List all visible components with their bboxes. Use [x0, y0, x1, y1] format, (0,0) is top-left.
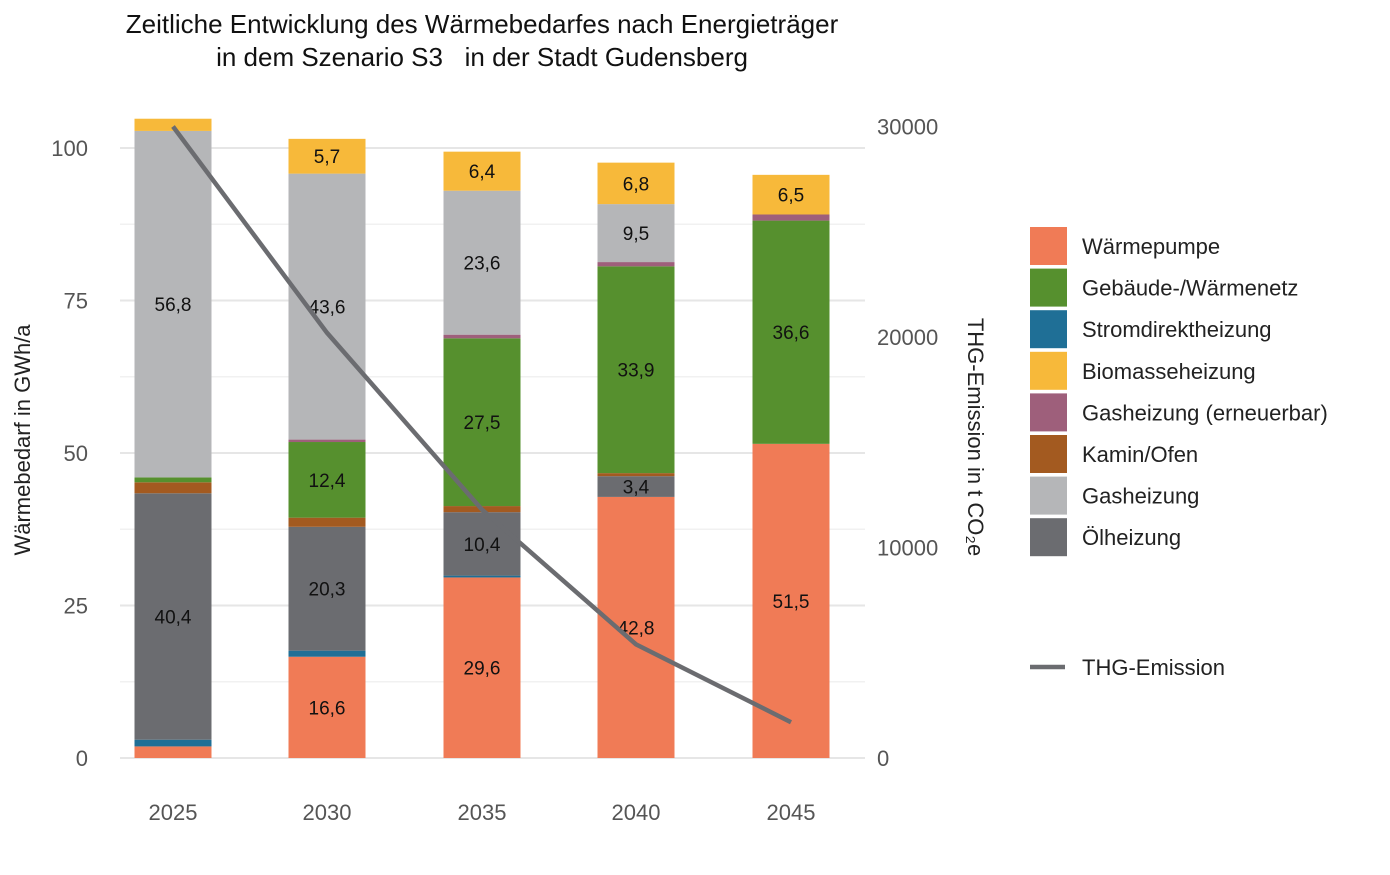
y-tick-label: 50 [64, 441, 88, 466]
bar-segment [752, 174, 830, 215]
legend-swatch [1030, 268, 1067, 307]
legend-swatch [1030, 518, 1067, 557]
y2-axis-label: THG-Emission in t CO₂e [963, 318, 988, 556]
chart-title-line-1: Zeitliche Entwicklung des Wärmebedarfes … [126, 9, 839, 39]
bar-value-label: 27,5 [464, 413, 501, 434]
bar-segment [134, 493, 212, 740]
bar-value-label: 9,5 [623, 224, 649, 245]
bar-value-label: 6,8 [623, 174, 649, 195]
bar-segment [443, 334, 521, 339]
bar-value-label: 36,6 [773, 323, 810, 344]
bar-segment [597, 266, 675, 474]
bar-value-label: 3,4 [623, 478, 650, 499]
bar-segment [597, 476, 675, 497]
legend-label: Gasheizung [1082, 484, 1199, 509]
bar-segment [443, 512, 521, 576]
chart-title-line-2: in dem Szenario S3 in der Stadt Gudensbe… [216, 42, 748, 72]
bar-segment [443, 190, 521, 335]
axes: 0 25 50 75 100 0 10000 20000 30000 2025 2030 2035 20… [51, 115, 938, 826]
bar-segment [752, 220, 830, 444]
emission-line [171, 125, 793, 725]
legend-swatch [1030, 435, 1067, 473]
bar-segment [597, 496, 675, 758]
y-tick-label: 0 [76, 746, 88, 771]
bar-segment [134, 477, 212, 483]
bar-segment [288, 517, 366, 527]
bar-segment [288, 526, 366, 651]
bar-value-label: 33,9 [618, 361, 655, 382]
bar-segment [288, 138, 366, 174]
legend-label: Biomasseheizung [1082, 359, 1256, 384]
bar-segment [597, 262, 675, 267]
bar-value-label: 40,4 [155, 607, 192, 628]
legend-swatch [1030, 310, 1067, 349]
y-tick-label: 25 [64, 594, 88, 619]
legend-swatch [1030, 476, 1067, 515]
bar-segment [134, 118, 212, 131]
bar-value-label: 42,8 [618, 618, 655, 639]
legend-label: THG-Emission [1082, 655, 1225, 680]
bar-segment [134, 746, 212, 758]
legend-label: Ölheizung [1082, 525, 1181, 550]
bar-value-label: 6,5 [778, 186, 804, 207]
bar-segment [752, 443, 830, 758]
bar-value-label: 10,4 [464, 535, 501, 556]
bar-segment [288, 439, 366, 443]
bar-segment [134, 482, 212, 494]
bar-segment [288, 650, 366, 657]
x-tick-label: 2045 [767, 800, 816, 825]
bar-segment [597, 162, 675, 205]
legend-swatch [1030, 351, 1067, 390]
bar-segment [597, 473, 675, 477]
bar-segment [134, 739, 212, 747]
bar-segment [134, 130, 212, 478]
legend-label: Wärmepumpe [1082, 234, 1220, 259]
bar-segment [597, 204, 675, 263]
bar-value-label: 12,4 [309, 471, 346, 492]
thg-emission-line [171, 125, 793, 725]
y2-tick-label: 10000 [877, 536, 938, 561]
bar-value-label: 16,6 [309, 698, 346, 719]
bar-segment [443, 151, 521, 191]
legend-label: Gebäude-/Wärmenetz [1082, 276, 1298, 301]
y2-tick-label: 20000 [877, 325, 938, 350]
legend-swatch [1030, 393, 1067, 432]
bar-segment [443, 575, 521, 578]
y2-tick-label: 0 [877, 746, 889, 771]
bar-value-label: 51,5 [773, 592, 810, 613]
x-tick-label: 2030 [303, 800, 352, 825]
x-tick-label: 2035 [458, 800, 507, 825]
legend-label: Stromdirektheizung [1082, 317, 1272, 342]
bar-value-label: 56,8 [155, 295, 192, 316]
legend-label: Gasheizung (erneuerbar) [1082, 400, 1328, 425]
legend-label: Kamin/Ofen [1082, 442, 1198, 467]
bar-segment [288, 656, 366, 758]
bar-value-label: 29,6 [464, 659, 501, 680]
legend: Wärmepumpe Gebäude-/Wärmenetz Stromdirekth… [1030, 227, 1328, 680]
bar-value-label: 43,6 [309, 298, 346, 319]
y2-tick-label: 30000 [877, 115, 938, 140]
bars [134, 118, 830, 758]
bar-value-label: 23,6 [464, 254, 501, 275]
bar-segment [288, 442, 366, 518]
bar-value-label: 5,7 [314, 147, 340, 168]
bar-segment [288, 173, 366, 440]
legend-swatch [1030, 227, 1067, 265]
x-tick-label: 2025 [149, 800, 198, 825]
bar-segment [443, 577, 521, 758]
bar-value-label: 6,4 [469, 162, 496, 183]
y-tick-label: 100 [51, 136, 88, 161]
x-tick-label: 2040 [612, 800, 661, 825]
bar-segment [752, 214, 830, 221]
bar-value-label: 20,3 [309, 580, 346, 601]
y-axis-label: Wärmebedarf in GWh/a [10, 324, 35, 556]
y-tick-label: 75 [64, 289, 88, 314]
